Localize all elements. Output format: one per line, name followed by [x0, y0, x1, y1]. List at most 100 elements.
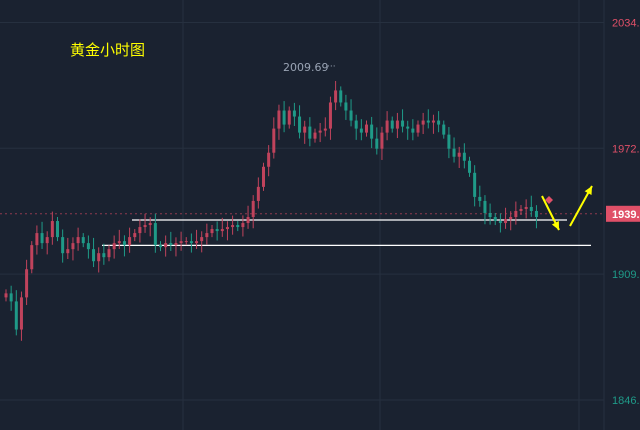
candle-body	[200, 237, 204, 242]
candle-body	[148, 223, 152, 226]
candle-body	[468, 160, 471, 173]
candle	[241, 215, 245, 237]
y-tick-label: 2034.	[612, 18, 640, 30]
candle-body	[385, 120, 389, 133]
candle-body	[215, 229, 219, 232]
peak-price-label: 2009.69	[283, 61, 329, 74]
candle	[334, 80, 338, 111]
price-axis: 2034. 1972. 1909. 1846. 1939.	[606, 18, 640, 407]
candle	[56, 217, 59, 242]
chart-title: 黄金小时图	[70, 41, 145, 59]
candle-body	[143, 225, 147, 228]
candle-body	[529, 206, 533, 211]
candle	[174, 237, 178, 257]
candle-body	[282, 110, 286, 125]
candle-body	[349, 110, 353, 121]
candle-body	[298, 116, 302, 133]
candle	[169, 231, 173, 251]
candle-body	[9, 293, 13, 302]
candle	[14, 290, 18, 336]
candle	[498, 213, 502, 233]
candle-body	[370, 124, 374, 139]
candle-body	[473, 172, 477, 197]
candle	[385, 111, 389, 141]
candle-body	[97, 253, 101, 262]
candle	[9, 285, 13, 311]
candle-body	[4, 293, 8, 298]
candle	[30, 241, 34, 274]
candle-body	[231, 225, 235, 228]
candle	[40, 221, 44, 249]
candle	[478, 185, 482, 207]
candle	[92, 237, 96, 268]
candle-body	[117, 241, 121, 244]
candle	[483, 195, 487, 225]
candle	[195, 229, 199, 249]
candle	[452, 137, 456, 163]
candle	[138, 219, 142, 243]
candle	[148, 217, 152, 237]
candle-body	[287, 110, 291, 125]
candle-body	[493, 217, 497, 222]
candle	[35, 225, 39, 255]
candle-body	[251, 200, 255, 218]
candle	[473, 165, 477, 207]
candle	[66, 237, 70, 260]
candle-body	[313, 132, 317, 139]
candle	[236, 221, 240, 232]
candle-body	[478, 196, 482, 201]
candle	[457, 146, 461, 168]
current-price-tag	[606, 205, 640, 222]
candle-body	[122, 241, 126, 246]
candle	[318, 122, 322, 143]
candle-body	[246, 217, 250, 224]
candle-body	[308, 126, 312, 139]
candle	[349, 99, 353, 127]
candle	[19, 291, 23, 341]
candle	[529, 195, 533, 217]
y-tick-label: 1972.	[612, 143, 640, 155]
candle	[45, 231, 49, 255]
candle	[298, 105, 302, 139]
candle	[4, 289, 8, 302]
candle-body	[133, 233, 137, 238]
candle-body	[35, 233, 39, 246]
candle	[359, 119, 363, 141]
candle-body	[50, 221, 54, 238]
candle-body	[205, 233, 209, 238]
candle-body	[45, 237, 49, 244]
candle	[504, 207, 508, 229]
candle	[112, 235, 116, 259]
candle-body	[401, 120, 405, 127]
grid	[0, 0, 605, 430]
candle-body	[56, 221, 59, 238]
candle-body	[416, 124, 420, 133]
candle	[215, 221, 219, 241]
candle-body	[380, 132, 384, 149]
candle	[462, 143, 466, 169]
candle	[380, 126, 384, 160]
candle-body	[19, 297, 23, 330]
candle-body	[220, 229, 224, 232]
candle-body	[406, 126, 410, 129]
candle	[277, 104, 281, 140]
candle-body	[153, 223, 157, 246]
candle	[431, 114, 435, 134]
candle-body	[359, 128, 363, 133]
candle	[179, 231, 183, 251]
candle-body	[210, 229, 214, 234]
candle	[122, 235, 126, 257]
candle-body	[262, 166, 265, 187]
candle	[323, 117, 327, 137]
candle	[205, 223, 209, 245]
current-price-label: 1939.	[612, 209, 640, 221]
candle	[488, 203, 492, 225]
arrow-down-head	[551, 221, 559, 230]
candle-body	[447, 134, 451, 149]
candle-body	[303, 126, 307, 133]
candle-body	[102, 253, 106, 258]
candle-body	[81, 237, 85, 244]
candle	[231, 215, 235, 235]
candle-body	[375, 138, 379, 149]
candle	[76, 227, 80, 251]
